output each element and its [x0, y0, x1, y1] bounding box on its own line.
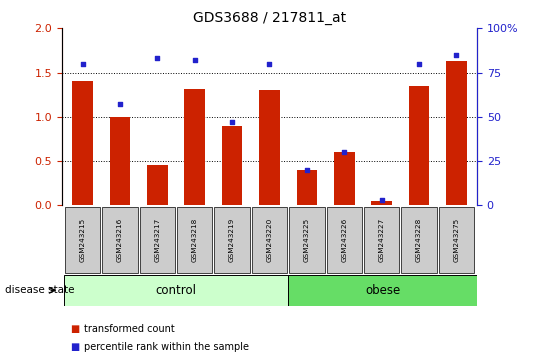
Bar [184, 88, 205, 205]
FancyBboxPatch shape [215, 207, 250, 273]
Point [153, 56, 162, 61]
Text: GSM243217: GSM243217 [154, 218, 160, 262]
Text: GSM243228: GSM243228 [416, 218, 422, 262]
Point [414, 61, 423, 67]
Text: transformed count: transformed count [84, 324, 174, 334]
Point [190, 57, 199, 63]
Point [228, 119, 237, 125]
FancyBboxPatch shape [402, 207, 437, 273]
Text: GSM243225: GSM243225 [304, 218, 310, 262]
FancyBboxPatch shape [288, 275, 477, 306]
Text: GDS3688 / 217811_at: GDS3688 / 217811_at [193, 11, 346, 25]
Text: GSM243215: GSM243215 [80, 218, 86, 262]
Text: GSM243216: GSM243216 [117, 218, 123, 262]
Text: GSM243218: GSM243218 [192, 218, 198, 262]
Point [265, 61, 274, 67]
FancyBboxPatch shape [140, 207, 175, 273]
FancyBboxPatch shape [439, 207, 474, 273]
FancyBboxPatch shape [65, 207, 100, 273]
Bar [371, 201, 392, 205]
Bar [259, 90, 280, 205]
Text: GSM243226: GSM243226 [341, 218, 347, 262]
Bar [446, 61, 467, 205]
Bar [296, 170, 317, 205]
Text: control: control [156, 284, 197, 297]
FancyBboxPatch shape [64, 275, 288, 306]
Text: percentile rank within the sample: percentile rank within the sample [84, 342, 248, 352]
Text: ■: ■ [70, 324, 79, 334]
Bar [147, 165, 168, 205]
FancyBboxPatch shape [289, 207, 324, 273]
Point [452, 52, 461, 58]
Text: GSM243227: GSM243227 [379, 218, 385, 262]
FancyBboxPatch shape [102, 207, 137, 273]
Point [116, 102, 125, 107]
Point [377, 197, 386, 203]
FancyBboxPatch shape [252, 207, 287, 273]
Bar [222, 126, 243, 205]
Bar [409, 86, 430, 205]
Bar [109, 117, 130, 205]
Point [302, 167, 311, 173]
Text: disease state: disease state [5, 285, 75, 295]
FancyBboxPatch shape [327, 207, 362, 273]
Text: GSM243219: GSM243219 [229, 218, 235, 262]
Text: ■: ■ [70, 342, 79, 352]
Bar [334, 152, 355, 205]
Bar [72, 81, 93, 205]
FancyBboxPatch shape [177, 207, 212, 273]
Text: obese: obese [365, 284, 400, 297]
FancyBboxPatch shape [364, 207, 399, 273]
Point [340, 149, 349, 155]
Point [78, 61, 87, 67]
Text: GSM243220: GSM243220 [266, 218, 273, 262]
Text: GSM243275: GSM243275 [453, 218, 459, 262]
